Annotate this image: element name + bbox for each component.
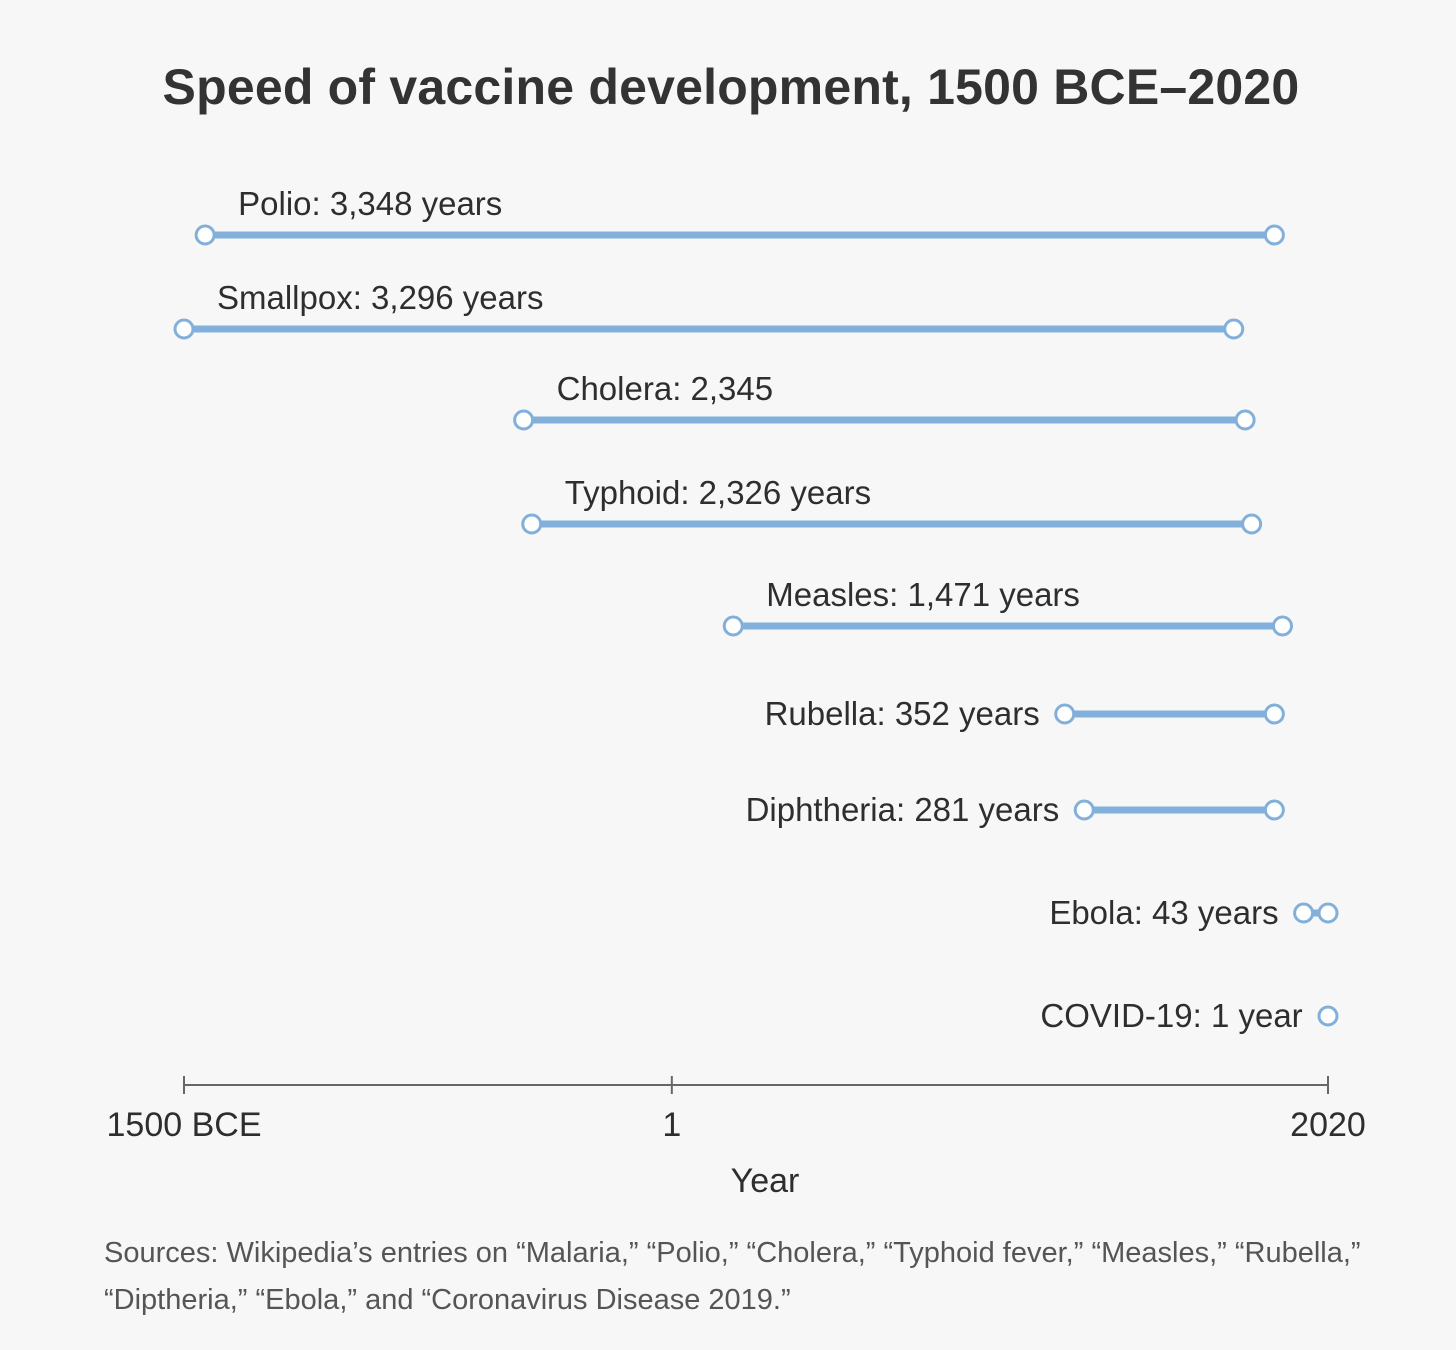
chart-title: Speed of vaccine development, 1500 BCE–2…	[162, 59, 1300, 115]
segment-end-point	[1263, 703, 1285, 725]
segment-start-point	[1054, 703, 1076, 725]
segment-row-polio: Polio: 3,348 years	[194, 185, 1285, 246]
segment-label: Polio: 3,348 years	[238, 185, 502, 222]
x-tick: 2020	[1290, 1076, 1366, 1144]
segment-label: Ebola: 43 years	[1049, 894, 1278, 931]
segment-start-point	[722, 615, 744, 637]
segment-row-typhoid: Typhoid: 2,326 years	[521, 474, 1263, 535]
segment-end-point	[1234, 409, 1256, 431]
segment-end-point	[1241, 513, 1263, 535]
segment-end-point	[1317, 902, 1339, 924]
segment-label: Rubella: 352 years	[765, 695, 1040, 732]
segment-label: COVID-19: 1 year	[1040, 997, 1302, 1034]
x-axis-label: Year	[731, 1162, 800, 1200]
segment-label: Measles: 1,471 years	[766, 576, 1080, 613]
x-tick: 1	[662, 1076, 681, 1144]
segment-row-ebola: Ebola: 43 years	[1049, 894, 1339, 931]
segment-label: Typhoid: 2,326 years	[565, 474, 871, 511]
x-axis: 1500 BCE 1 2020	[107, 1076, 1366, 1144]
segment-end-point	[1263, 799, 1285, 821]
segments-group: Polio: 3,348 years Smallpox: 3,296 years C…	[173, 185, 1339, 1034]
segment-row-rubella: Rubella: 352 years	[765, 695, 1285, 732]
segment-end-point	[1263, 224, 1285, 246]
segment-row-covid-19: COVID-19: 1 year	[1040, 997, 1339, 1034]
x-tick-label: 1	[662, 1106, 681, 1144]
segment-label: Diphtheria: 281 years	[746, 791, 1060, 828]
segment-row-measles: Measles: 1,471 years	[722, 576, 1293, 637]
segment-end-point	[1317, 1005, 1339, 1027]
segment-start-point	[1293, 902, 1315, 924]
segment-start-point	[521, 513, 543, 535]
segment-row-smallpox: Smallpox: 3,296 years	[173, 279, 1245, 340]
segment-start-point	[194, 224, 216, 246]
source-note: Sources: Wikipedia’s entries on “Malaria…	[104, 1237, 1361, 1316]
x-tick-label: 2020	[1290, 1106, 1366, 1144]
segment-row-diphtheria: Diphtheria: 281 years	[746, 791, 1285, 828]
segment-end-point	[1223, 318, 1245, 340]
segment-end-point	[1272, 615, 1293, 637]
segment-start-point	[1073, 799, 1095, 821]
segment-row-cholera: Cholera: 2,345	[513, 370, 1256, 431]
segment-start-point	[513, 409, 535, 431]
segment-label: Cholera: 2,345	[557, 370, 773, 407]
x-tick-label: 1500 BCE	[107, 1106, 262, 1144]
segment-label: Smallpox: 3,296 years	[217, 279, 544, 316]
segment-start-point	[173, 318, 195, 340]
x-tick: 1500 BCE	[107, 1076, 262, 1144]
